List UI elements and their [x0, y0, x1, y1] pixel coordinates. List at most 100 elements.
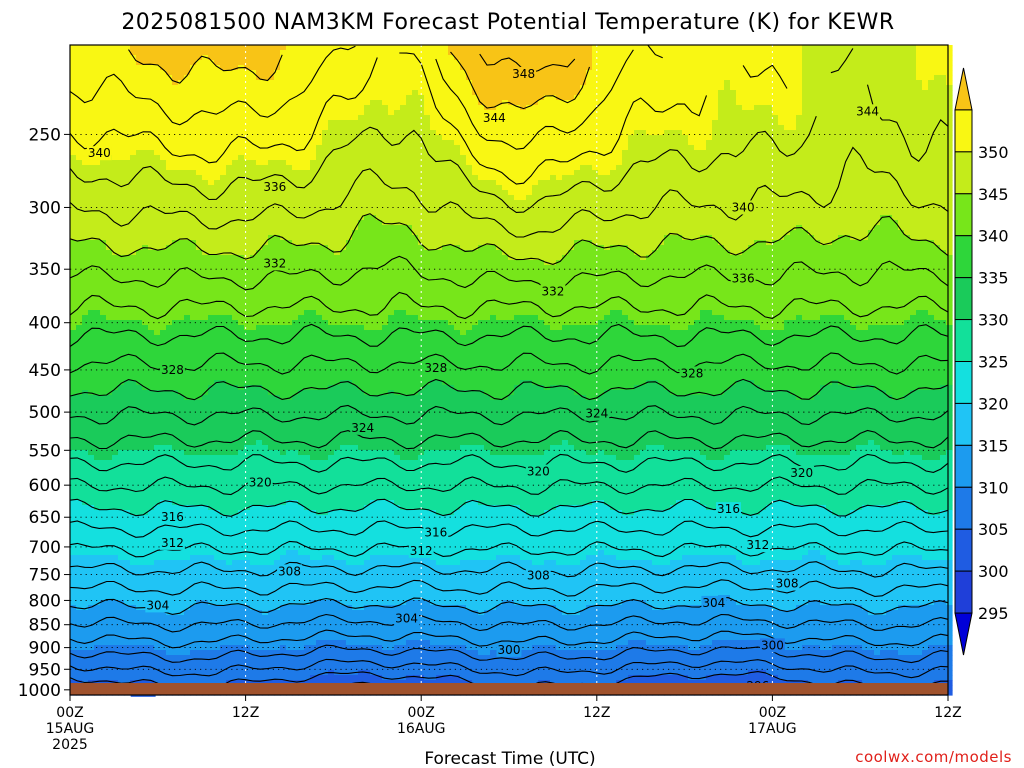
contour-fill-cell [754, 135, 761, 141]
contour-fill-cell [826, 95, 833, 101]
contour-fill-cell [136, 145, 143, 151]
contour-fill-cell [370, 85, 377, 91]
contour-fill-cell [166, 125, 173, 131]
contour-fill-cell [538, 110, 545, 116]
contour-fill-cell [82, 85, 89, 91]
contour-fill-cell [76, 185, 83, 191]
contour-fill-cell [370, 110, 377, 116]
contour-fill-cell [898, 110, 905, 116]
contour-fill-cell [922, 65, 929, 71]
contour-fill-cell [862, 50, 869, 56]
contour-fill-cell [856, 95, 863, 101]
contour-fill-cell [730, 90, 737, 96]
contour-fill-cell [508, 120, 515, 126]
contour-fill-cell [910, 185, 917, 191]
contour-fill-cell [484, 70, 491, 76]
contour-fill-cell [436, 80, 443, 86]
contour-fill-cell [280, 210, 287, 216]
contour-fill-cell [838, 190, 845, 196]
contour-fill-cell [562, 95, 569, 101]
contour-fill-cell [154, 125, 161, 131]
contour-fill-cell [772, 210, 779, 216]
contour-fill-cell [268, 205, 275, 211]
contour-fill-cell [544, 70, 551, 76]
contour-fill-cell [658, 65, 665, 71]
contour-fill-cell [70, 210, 77, 216]
contour-fill-cell [742, 180, 749, 186]
contour-fill-cell [322, 195, 329, 201]
contour-fill-cell [316, 150, 323, 156]
contour-fill-cell [358, 160, 365, 166]
contour-fill-cell [736, 190, 743, 196]
contour-fill-cell [466, 60, 473, 66]
contour-fill-cell [760, 160, 767, 166]
contour-fill-cell [274, 115, 281, 121]
contour-fill-cell [202, 170, 209, 176]
contour-fill-cell [382, 85, 389, 91]
contour-fill-cell [172, 185, 179, 191]
contour-fill-cell [274, 125, 281, 131]
contour-fill-cell [274, 120, 281, 126]
contour-fill-cell [172, 75, 179, 81]
contour-fill-cell [940, 50, 947, 56]
contour-fill-cell [328, 210, 335, 216]
contour-fill-cell [106, 65, 113, 71]
contour-fill-cell [304, 80, 311, 86]
contour-fill-cell [682, 160, 689, 166]
contour-fill-cell [562, 145, 569, 151]
contour-fill-cell [652, 145, 659, 151]
contour-fill-cell [868, 165, 875, 171]
contour-fill-cell [298, 105, 305, 111]
contour-fill-cell [454, 105, 461, 111]
contour-fill-cell [736, 105, 743, 111]
contour-fill-cell [940, 155, 947, 161]
contour-fill-cell [934, 80, 941, 86]
contour-fill-cell [664, 95, 671, 101]
contour-fill-cell [730, 170, 737, 176]
contour-fill-cell [466, 210, 473, 216]
contour-fill-cell [94, 180, 101, 186]
contour-fill-cell [94, 80, 101, 86]
contour-fill-cell [130, 185, 137, 191]
contour-fill-cell [760, 80, 767, 86]
contour-fill-cell [286, 140, 293, 146]
contour-fill-cell [388, 45, 395, 51]
contour-fill-cell [370, 50, 377, 56]
contour-fill-cell [154, 140, 161, 146]
contour-fill-cell [370, 90, 377, 96]
contour-fill-cell [652, 175, 659, 181]
contour-fill-cell [166, 175, 173, 181]
contour-fill-cell [676, 125, 683, 131]
contour-fill-cell [88, 70, 95, 76]
contour-fill-cell [322, 155, 329, 161]
contour-fill-cell [748, 195, 755, 201]
contour-fill-cell [820, 70, 827, 76]
contour-fill-cell [820, 60, 827, 66]
contour-fill-cell [718, 100, 725, 106]
contour-fill-cell [586, 165, 593, 171]
contour-fill-cell [202, 195, 209, 201]
contour-fill-cell [526, 120, 533, 126]
contour-fill-cell [646, 125, 653, 131]
contour-fill-cell [196, 55, 203, 61]
contour-fill-cell [184, 115, 191, 121]
contour-fill-cell [796, 185, 803, 191]
contour-fill-cell [208, 105, 215, 111]
contour-fill-cell [610, 70, 617, 76]
contour-fill-cell [592, 105, 599, 111]
contour-fill-cell [646, 135, 653, 141]
contour-fill-cell [874, 150, 881, 156]
contour-fill-cell [766, 130, 773, 136]
contour-fill-cell [832, 180, 839, 186]
contour-fill-cell [862, 150, 869, 156]
contour-fill-cell [718, 170, 725, 176]
contour-fill-cell [676, 170, 683, 176]
contour-fill-cell [892, 120, 899, 126]
contour-fill-cell [904, 95, 911, 101]
contour-fill-cell [634, 70, 641, 76]
contour-fill-cell [622, 70, 629, 76]
contour-fill-cell [124, 200, 131, 206]
contour-fill-cell [886, 165, 893, 171]
contour-fill-cell [172, 180, 179, 186]
contour-fill-cell [508, 115, 515, 121]
